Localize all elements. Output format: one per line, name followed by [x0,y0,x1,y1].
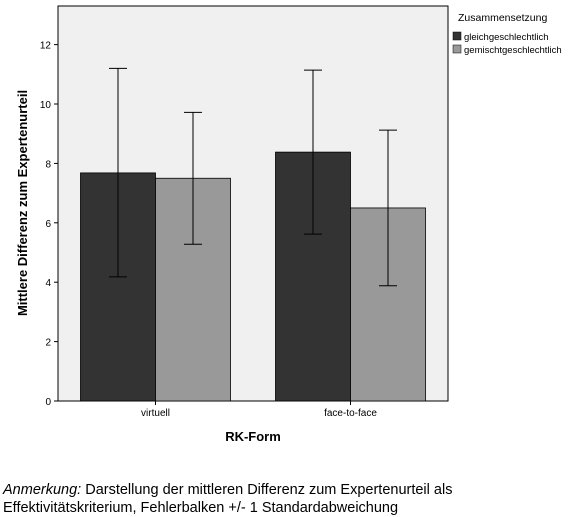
x-tick-label: face-to-face [324,408,377,419]
legend-label-gleich: gleichgeschlechtlich [464,32,549,43]
y-tick-label: 12 [40,41,52,52]
caption-label: Anmerkung: [3,482,82,498]
y-tick-label: 4 [45,278,51,289]
bar-chart: 0 2 4 6 8 10 12 virtuell face-to-face RK-Form M… [15,5,562,444]
legend-swatch-gleich [452,31,462,41]
y-axis-label: Mittlere Differenz zum Expertenurteil [15,90,30,316]
x-tick-label: virtuell [141,408,170,419]
caption-line-1: Anmerkung: Darstellung der mittleren Dif… [3,481,573,499]
x-axis: virtuell face-to-face [141,401,377,419]
y-tick-label: 8 [45,159,51,170]
legend-title: Zusammensetzung [458,12,547,24]
x-axis-label: RK-Form [225,429,281,444]
y-tick-label: 2 [45,338,51,349]
legend: Zusammensetzung gleichgeschlechtlich gem… [452,12,562,56]
y-axis: 0 2 4 6 8 10 12 [40,41,58,408]
legend-swatch-gemischt [452,44,462,54]
error-bars [109,67,397,287]
caption-text-1: Darstellung der mittleren Differenz zum … [81,482,453,498]
y-tick-label: 0 [45,397,51,408]
y-tick-label: 10 [40,100,52,111]
y-tick-label: 6 [45,219,51,230]
caption: Anmerkung: Darstellung der mittleren Dif… [3,481,573,517]
legend-label-gemischt: gemischtgeschlechtlich [464,45,562,56]
caption-line-2: Effektivitätskriterium, Fehlerbalken +/-… [3,500,399,516]
